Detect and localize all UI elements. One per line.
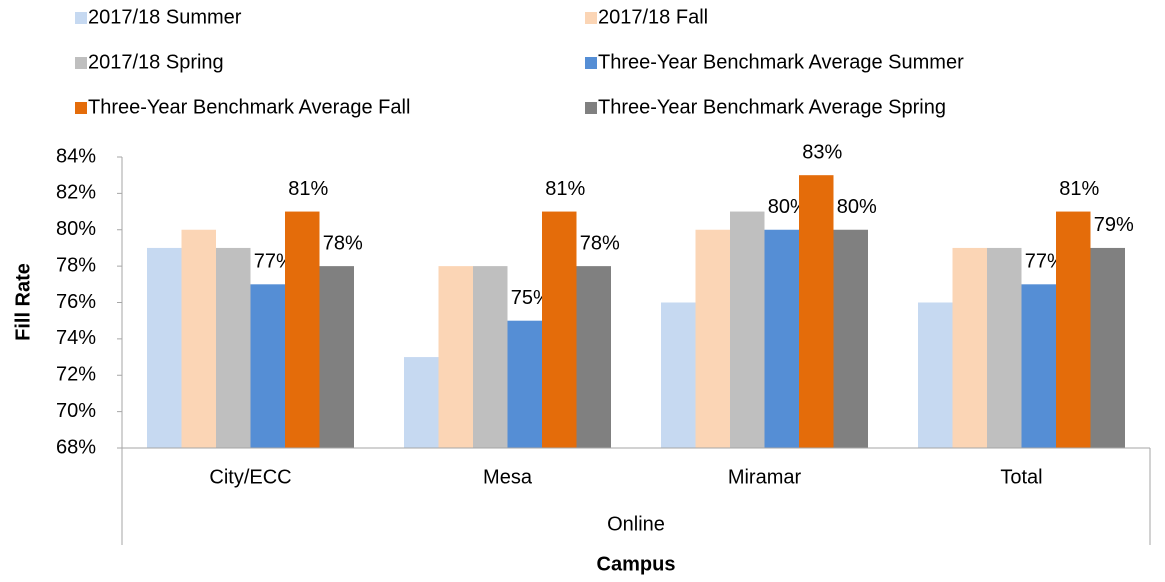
bar [1021,284,1056,448]
x-group-label: Online [607,513,665,535]
x-tick-label: Total [1000,466,1042,488]
legend-label: Three-Year Benchmark Average Spring [598,96,946,118]
bar [181,229,216,448]
bar [730,211,765,448]
bar [216,247,251,448]
bar [661,302,696,448]
x-axis-title: Campus [597,553,676,575]
data-label: 78% [323,232,363,254]
y-tick-label: 84% [56,145,96,167]
bar [764,229,799,448]
bar [404,357,439,448]
bar [918,302,953,448]
data-label: 81% [545,178,585,200]
data-label: 75% [511,287,551,309]
legend-label: Three-Year Benchmark Average Fall [88,96,410,118]
bar [952,247,987,448]
legend-swatch [75,57,87,69]
y-tick-label: 82% [56,182,96,204]
bar [438,266,473,448]
y-tick-label: 76% [56,291,96,313]
legend-swatch [585,12,597,24]
bar [833,229,868,448]
bar [319,266,354,448]
legend-swatch [75,12,87,24]
data-label: 80% [768,196,808,218]
bar [473,266,508,448]
x-tick-label: City/ECC [209,466,291,488]
data-label: 81% [288,178,328,200]
data-label: 77% [1025,251,1065,273]
bar [250,284,285,448]
x-tick-label: Miramar [728,466,802,488]
bar [285,211,320,448]
legend-label: 2017/18 Fall [598,6,708,28]
x-tick-label: Mesa [483,466,533,488]
data-label: 79% [1094,214,1134,236]
bar [576,266,611,448]
data-label: 83% [802,141,842,163]
y-axis-title: Fill Rate [12,263,34,341]
bar [147,247,182,448]
legend-label: 2017/18 Summer [88,6,242,28]
bar [987,247,1022,448]
data-label: 77% [254,251,294,273]
bar [542,211,577,448]
bar [695,229,730,448]
legend-label: 2017/18 Spring [88,51,224,73]
legend-swatch [585,57,597,69]
y-tick-label: 72% [56,364,96,386]
legend-label: Three-Year Benchmark Average Summer [598,51,964,73]
bar [1090,247,1125,448]
bar [507,320,542,448]
bar [1056,211,1091,448]
legend-swatch [585,102,597,114]
data-label: 78% [580,232,620,254]
data-label: 81% [1059,178,1099,200]
y-tick-label: 68% [56,436,96,458]
y-tick-label: 74% [56,327,96,349]
y-tick-label: 70% [56,400,96,422]
data-label: 80% [837,196,877,218]
legend-swatch [75,102,87,114]
y-tick-label: 78% [56,254,96,276]
bar [799,175,834,448]
y-tick-label: 80% [56,218,96,240]
